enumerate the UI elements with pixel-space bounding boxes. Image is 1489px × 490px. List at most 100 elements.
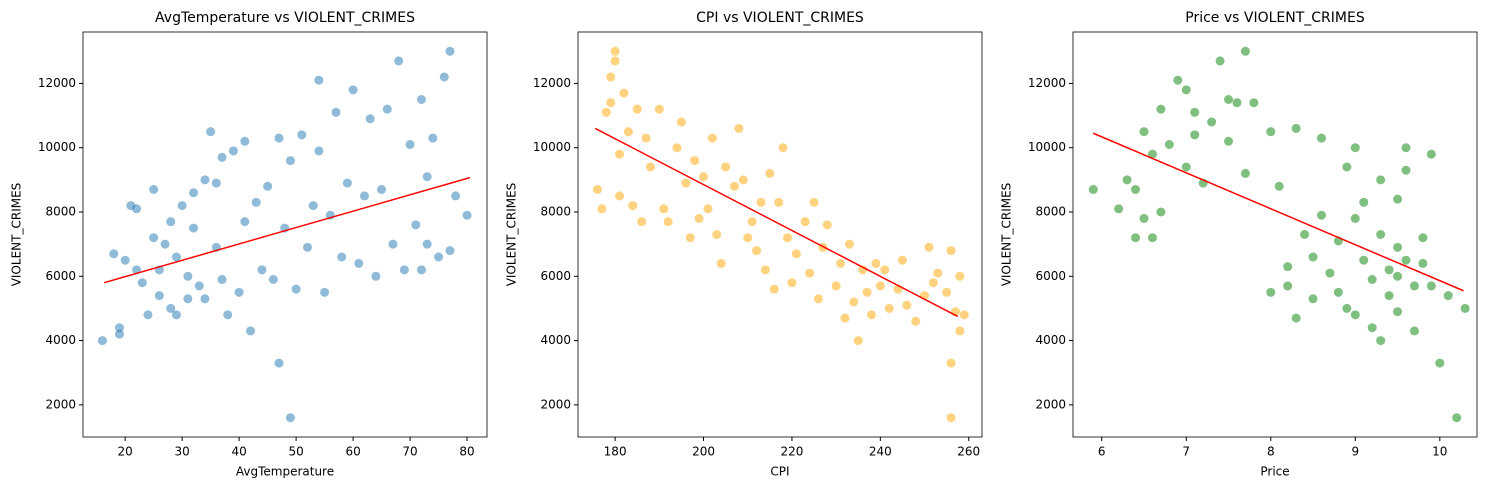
- point: [109, 249, 119, 259]
- point: [783, 233, 793, 243]
- point: [844, 239, 854, 249]
- point: [1443, 291, 1453, 301]
- point: [416, 95, 426, 104]
- point: [592, 185, 602, 194]
- point: [240, 136, 250, 146]
- point: [143, 310, 153, 320]
- point: [320, 287, 330, 297]
- point: [114, 329, 124, 339]
- x-tick-label: 10: [1432, 445, 1447, 459]
- point: [149, 185, 159, 194]
- point: [428, 133, 438, 143]
- point: [365, 114, 375, 124]
- point: [217, 152, 227, 162]
- point: [234, 287, 244, 297]
- point: [331, 107, 341, 117]
- point: [911, 316, 921, 326]
- point: [1300, 230, 1310, 239]
- point: [787, 278, 797, 288]
- point: [274, 358, 284, 368]
- point: [760, 265, 770, 275]
- chart-title: AvgTemperature vs VIOLENT_CRIMES: [155, 10, 415, 26]
- point: [405, 140, 415, 149]
- point: [1316, 133, 1326, 143]
- trend-line: [103, 176, 471, 284]
- point: [1190, 130, 1200, 140]
- point: [663, 217, 673, 227]
- point: [399, 265, 409, 275]
- point: [1460, 303, 1470, 313]
- point: [1181, 162, 1191, 172]
- point: [183, 294, 193, 304]
- y-tick-label: 6000: [540, 269, 571, 283]
- y-tick-label: 4000: [45, 333, 76, 347]
- y-tick-label: 2000: [540, 397, 571, 411]
- point: [382, 104, 392, 114]
- point: [223, 310, 233, 320]
- point: [1291, 123, 1301, 133]
- chart-title: CPI vs VIOLENT_CRIMES: [696, 10, 864, 26]
- x-tick-label: 180: [604, 445, 627, 459]
- point: [1164, 140, 1174, 149]
- point: [880, 265, 890, 275]
- point: [422, 172, 432, 182]
- x-tick-label: 7: [1182, 445, 1190, 459]
- point: [1224, 136, 1234, 146]
- point: [194, 281, 204, 291]
- point: [1215, 56, 1225, 66]
- point: [1266, 287, 1276, 297]
- chart-title: Price vs VIOLENT_CRIMES: [1185, 10, 1365, 26]
- point: [251, 197, 261, 207]
- point: [1342, 162, 1352, 172]
- point: [676, 117, 686, 127]
- point: [1393, 307, 1403, 317]
- point: [462, 210, 472, 220]
- point: [765, 168, 775, 178]
- point: [840, 313, 850, 323]
- x-tick-label: 80: [459, 445, 474, 459]
- point: [822, 220, 832, 230]
- point: [774, 197, 784, 207]
- point: [637, 217, 647, 227]
- point: [699, 172, 709, 182]
- y-axis-label: VIOLENT_CRIMES: [1000, 183, 1014, 287]
- point: [1418, 233, 1428, 243]
- point: [1409, 326, 1419, 336]
- point: [1384, 291, 1394, 301]
- point: [959, 310, 969, 320]
- point: [263, 181, 273, 191]
- point: [1114, 204, 1124, 214]
- point: [291, 284, 301, 294]
- x-tick-label: 40: [231, 445, 246, 459]
- y-axis-label: VIOLENT_CRIMES: [505, 183, 519, 287]
- point: [866, 310, 876, 320]
- point: [707, 133, 717, 143]
- point: [371, 271, 381, 281]
- x-tick-label: 220: [780, 445, 803, 459]
- point: [955, 326, 965, 336]
- point: [308, 201, 318, 211]
- x-axis-label: Price: [1260, 465, 1289, 479]
- point: [359, 191, 369, 201]
- x-tick-label: 30: [175, 445, 190, 459]
- point: [1401, 255, 1411, 265]
- point: [1308, 294, 1318, 304]
- point: [729, 181, 739, 191]
- point: [240, 217, 250, 227]
- point: [685, 233, 695, 243]
- axes-frame: [82, 31, 488, 438]
- y-tick-label: 12000: [38, 76, 76, 90]
- point: [200, 175, 210, 185]
- y-tick-label: 12000: [1028, 76, 1066, 90]
- point: [632, 104, 642, 114]
- point: [615, 149, 625, 159]
- point: [738, 175, 748, 185]
- point: [712, 230, 722, 239]
- x-tick-label: 20: [118, 445, 133, 459]
- axes-frame: [577, 31, 983, 438]
- point: [257, 265, 267, 275]
- point: [752, 246, 762, 256]
- point: [377, 185, 387, 194]
- point: [791, 249, 801, 259]
